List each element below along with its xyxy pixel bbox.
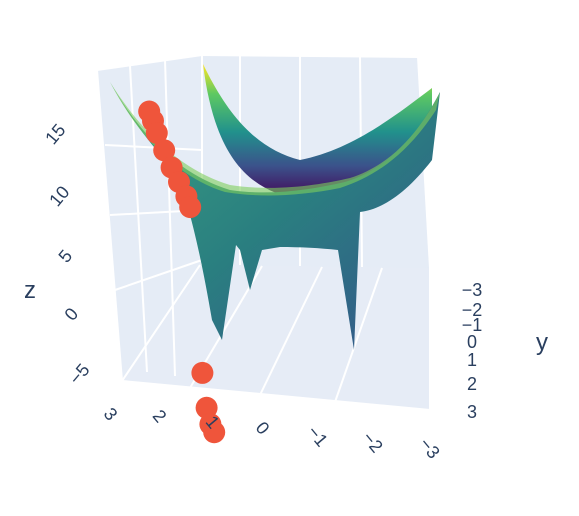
gridline bbox=[334, 267, 383, 403]
y-tick-label: 2 bbox=[467, 374, 477, 394]
scatter-point bbox=[191, 361, 214, 384]
x-tick-labels: 3 2 1 0 −1 −2 −3 bbox=[100, 404, 444, 463]
gridline bbox=[121, 380, 431, 411]
surface-front-sheet bbox=[110, 82, 440, 350]
y-tick-label: 3 bbox=[467, 402, 477, 422]
scatter-points bbox=[138, 100, 226, 444]
y-tick-label: 1 bbox=[467, 350, 477, 370]
scatter-point bbox=[145, 122, 168, 144]
y-tick-label: −2 bbox=[462, 300, 483, 320]
y-axis-title: y bbox=[536, 329, 548, 356]
gridline bbox=[114, 259, 203, 291]
gridline bbox=[201, 54, 419, 58]
x-tick-label: 2 bbox=[149, 406, 171, 427]
x-tick-label: 0 bbox=[252, 418, 274, 439]
gridline bbox=[121, 264, 201, 382]
y-tick-labels: −3−2−101 2 3 bbox=[462, 280, 483, 422]
y-tick-label: −3 bbox=[462, 280, 483, 300]
z-tick-labels: 15 10 5 0 −5 bbox=[41, 120, 93, 388]
y-tick-label: −1 bbox=[462, 315, 483, 335]
scatter-point bbox=[153, 139, 176, 162]
x-tick-label: −2 bbox=[358, 428, 387, 457]
gridline bbox=[164, 59, 176, 377]
z-axis-title: z bbox=[24, 277, 36, 304]
scatter-point bbox=[195, 396, 218, 419]
x-tick-label: −1 bbox=[303, 422, 332, 451]
surface-back-sheet bbox=[203, 64, 432, 200]
z-tick-label: 10 bbox=[45, 182, 73, 210]
z-tick-label: 15 bbox=[41, 120, 69, 148]
gridline bbox=[104, 144, 203, 151]
z-tick-label: 5 bbox=[55, 246, 77, 267]
x-tick-label: −3 bbox=[415, 434, 444, 463]
scatter-point bbox=[179, 196, 202, 219]
scatter-point bbox=[203, 421, 226, 444]
gridline bbox=[96, 69, 123, 382]
gridline bbox=[259, 266, 323, 396]
x-tick-label: 3 bbox=[100, 404, 122, 425]
gridline bbox=[96, 54, 203, 71]
z-tick-label: −5 bbox=[65, 360, 94, 389]
z-tick-label: 0 bbox=[61, 304, 83, 325]
y-tick-label: 0 bbox=[467, 332, 477, 352]
surface-mesh bbox=[110, 64, 440, 350]
